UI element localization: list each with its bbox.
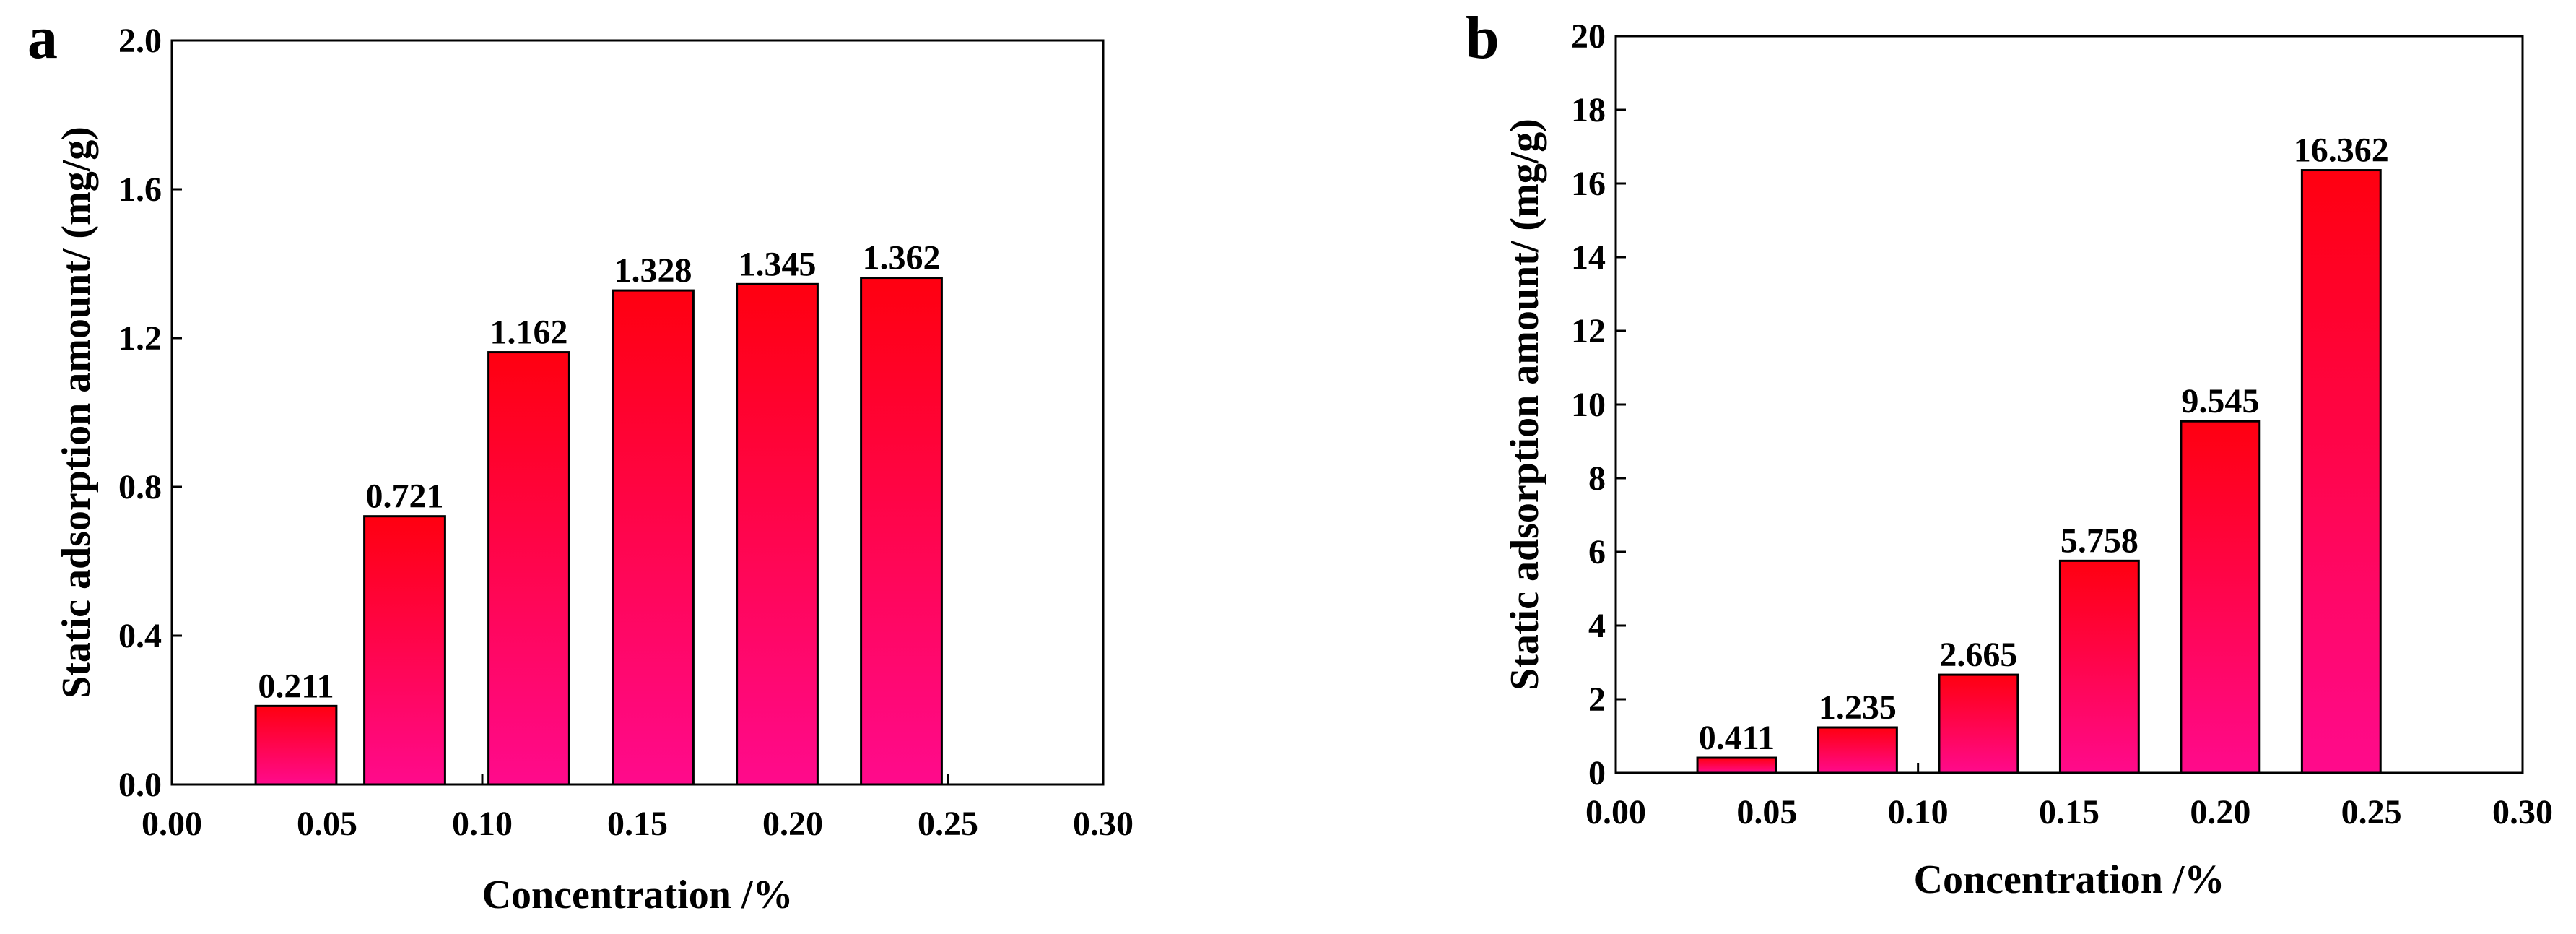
data-label-b: 2.665 — [1939, 636, 2017, 674]
bar-a — [612, 289, 695, 786]
data-label-b: 16.362 — [2294, 131, 2389, 170]
bar-b — [1817, 726, 1898, 774]
bar-b — [2300, 169, 2382, 774]
x-tick-label-b: 0.20 — [2190, 793, 2250, 831]
bar-a — [487, 351, 570, 786]
x-tick-label-a: 0.10 — [452, 805, 513, 843]
y-tick-label-b: 0 — [1588, 754, 1606, 792]
data-label-a: 0.721 — [366, 477, 444, 516]
bar-a — [860, 277, 943, 786]
y-tick-label-b: 2 — [1588, 680, 1606, 719]
y-tick-label-b: 20 — [1571, 17, 1606, 56]
panel-letter-b: b — [1466, 4, 1500, 72]
chart-panel-a: a 0.0 0.4 0.8 1.2 1.6 2.0 0.00 0.05 0.10 0.15 0.20… — [27, 4, 1133, 917]
y-tick-label-b: 4 — [1588, 607, 1606, 645]
x-tick-label-b: 0.30 — [2492, 793, 2553, 831]
y-tick-label-a: 1.2 — [118, 319, 162, 358]
y-axis-title-b: Static adsorption amount/ (mg/g) — [1502, 118, 1547, 691]
bar-a — [736, 282, 819, 786]
x-tick-label-a: 0.15 — [607, 805, 668, 843]
panel-letter-a: a — [27, 4, 58, 72]
x-tick-label-b: 0.25 — [2341, 793, 2402, 831]
y-tick-label-a: 0.0 — [118, 766, 162, 804]
y-tick-label-b: 16 — [1571, 165, 1606, 203]
data-label-a: 0.211 — [258, 667, 334, 705]
data-label-a: 1.328 — [614, 251, 692, 290]
x-tick-label-b: 0.10 — [1888, 793, 1949, 831]
y-tick-label-b: 8 — [1588, 459, 1606, 498]
x-tick-label-a: 0.30 — [1073, 805, 1133, 843]
chart-panel-b: b 0 2 4 6 8 10 12 14 16 18 20 0.00 0.05 0.10 0.15 0.20 0… — [1466, 4, 2553, 902]
y-axis-title-a: Static adsorption amount/ (mg/g) — [54, 126, 99, 699]
bars-b: 0.411 1.235 2.665 5.758 9.545 16.362 — [1696, 131, 2389, 774]
y-tick-label-b: 12 — [1571, 312, 1606, 350]
x-tick-label-a: 0.25 — [918, 805, 978, 843]
x-tick-label-a: 0.05 — [297, 805, 357, 843]
x-tick-label-b: 0.15 — [2039, 793, 2099, 831]
bar-a — [254, 704, 338, 786]
x-tick-label-b: 0.00 — [1585, 793, 1646, 831]
y-tick-label-b: 10 — [1571, 386, 1606, 424]
data-label-a: 1.162 — [490, 314, 568, 352]
y-tick-label-a: 2.0 — [118, 22, 162, 60]
bar-a — [363, 515, 446, 786]
y-tick-label-a: 1.6 — [118, 170, 162, 209]
data-label-b: 5.758 — [2061, 522, 2138, 560]
ticks-a: 0.0 0.4 0.8 1.2 1.6 2.0 0.00 0.05 0.10 0.15 0.20 0.… — [118, 22, 1133, 843]
y-tick-label-a: 0.8 — [118, 468, 162, 506]
bar-b — [2058, 559, 2140, 774]
data-label-a: 1.362 — [863, 239, 941, 277]
bar-b — [1696, 756, 1777, 774]
x-axis-title-a: Concentration /% — [482, 873, 793, 917]
y-tick-label-b: 14 — [1571, 238, 1606, 277]
y-tick-label-a: 0.4 — [118, 617, 162, 655]
x-tick-label-a: 0.20 — [762, 805, 823, 843]
y-tick-label-b: 6 — [1588, 533, 1606, 571]
x-tick-label-a: 0.00 — [142, 805, 202, 843]
data-label-b: 0.411 — [1699, 719, 1775, 757]
data-label-a: 1.345 — [739, 245, 817, 283]
bar-b — [1938, 673, 2019, 774]
y-tick-label-b: 18 — [1571, 91, 1606, 129]
x-tick-label-b: 0.05 — [1736, 793, 1797, 831]
bar-b — [2180, 420, 2261, 774]
data-label-b: 9.545 — [2181, 382, 2259, 420]
data-label-b: 1.235 — [1819, 688, 1897, 727]
x-axis-title-b: Concentration /% — [1914, 857, 2225, 902]
bars-a: 0.211 0.721 1.162 1.328 1.345 1.362 — [254, 239, 943, 786]
